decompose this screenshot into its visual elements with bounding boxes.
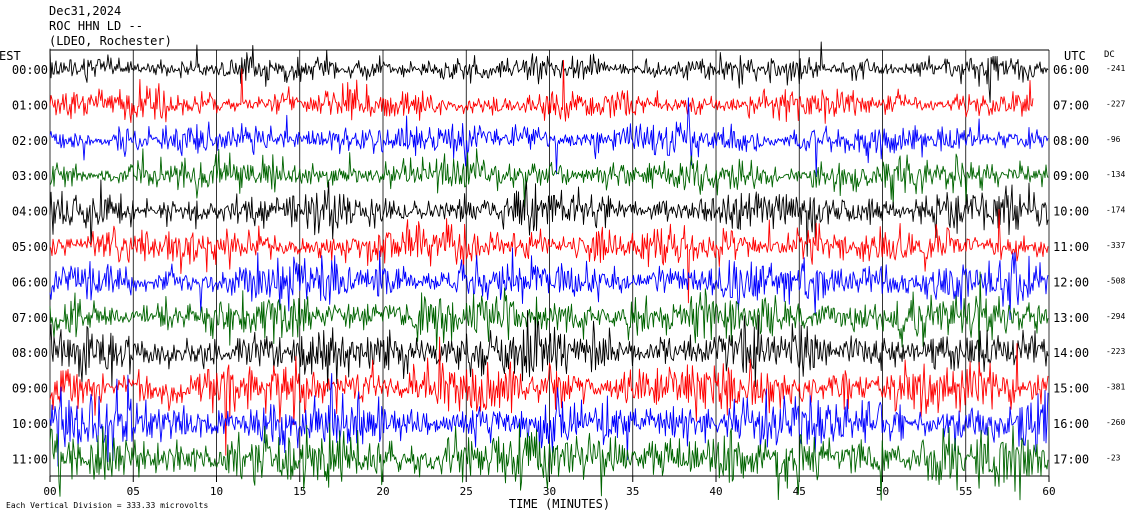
est-row-label: 01:00 <box>12 98 48 112</box>
est-row-label: 10:00 <box>12 417 48 431</box>
est-row-label: 05:00 <box>12 240 48 254</box>
est-row-label: 00:00 <box>12 63 48 77</box>
trace-line <box>49 97 1049 178</box>
x-axis-title: TIME (MINUTES) <box>509 497 610 511</box>
x-tick-label: 20 <box>376 485 389 498</box>
trace-line <box>49 59 1034 124</box>
est-row-label: 07:00 <box>12 311 48 325</box>
trace-line <box>49 179 1049 257</box>
dc-value-label: -23 <box>1106 453 1121 462</box>
est-row-label: 08:00 <box>12 346 48 360</box>
x-tick-label: 50 <box>876 485 889 498</box>
utc-row-label: 13:00 <box>1053 311 1089 325</box>
trace-line <box>49 148 1049 208</box>
trace-line <box>49 41 1049 103</box>
est-row-label: 09:00 <box>12 382 48 396</box>
utc-row-label: 06:00 <box>1053 63 1089 77</box>
dc-value-label: -227 <box>1106 99 1125 108</box>
x-tick-label: 45 <box>793 485 806 498</box>
utc-axis-title: UTC <box>1064 49 1086 63</box>
x-tick-label: 40 <box>709 485 722 498</box>
utc-row-label: 11:00 <box>1053 240 1089 254</box>
trace-line <box>49 336 1049 456</box>
utc-row-label: 12:00 <box>1053 275 1089 289</box>
x-tick-label: 05 <box>127 485 140 498</box>
est-axis-title: EST <box>0 49 21 63</box>
x-tick-label: 25 <box>460 485 473 498</box>
dc-value-label: -337 <box>1106 241 1125 250</box>
x-tick-label: 15 <box>293 485 306 498</box>
dc-value-label: -223 <box>1106 347 1125 356</box>
utc-row-label: 07:00 <box>1053 98 1089 112</box>
utc-row-label: 17:00 <box>1053 452 1089 466</box>
station-label: ROC HHN LD -- <box>49 19 143 33</box>
dc-value-label: -381 <box>1106 383 1125 392</box>
trace-line <box>49 271 1049 351</box>
trace-line <box>49 373 1049 467</box>
est-row-label: 02:00 <box>12 134 48 148</box>
dc-value-label: -134 <box>1106 170 1125 179</box>
utc-row-label: 10:00 <box>1053 205 1089 219</box>
scale-note: Each Vertical Division = 333.33 microvol… <box>6 501 208 510</box>
trace-line <box>49 422 1049 501</box>
est-row-label: 11:00 <box>12 452 48 466</box>
est-row-label: 03:00 <box>12 169 48 183</box>
dc-value-label: -96 <box>1106 135 1121 144</box>
trace-line <box>49 247 1049 321</box>
dc-value-label: -508 <box>1106 276 1125 285</box>
utc-row-label: 15:00 <box>1053 382 1089 396</box>
x-tick-label: 30 <box>543 485 556 498</box>
dc-value-label: -241 <box>1106 64 1125 73</box>
x-tick-label: 55 <box>959 485 972 498</box>
network-label: (LDEO, Rochester) <box>49 34 172 48</box>
dc-axis-title: DC <box>1104 50 1115 60</box>
est-row-label: 04:00 <box>12 205 48 219</box>
trace-line <box>49 309 1049 392</box>
dc-value-label: -294 <box>1106 312 1125 321</box>
utc-row-label: 09:00 <box>1053 169 1089 183</box>
est-row-label: 06:00 <box>12 275 48 289</box>
dc-value-label: -174 <box>1106 206 1125 215</box>
x-tick-label: 10 <box>210 485 223 498</box>
trace-line <box>49 208 1049 304</box>
utc-row-label: 16:00 <box>1053 417 1089 431</box>
dc-value-label: -260 <box>1106 418 1125 427</box>
date-label: Dec31,2024 <box>49 4 122 18</box>
x-tick-label: 00 <box>43 485 56 498</box>
utc-row-label: 08:00 <box>1053 134 1089 148</box>
utc-row-label: 14:00 <box>1053 346 1089 360</box>
x-tick-label: 60 <box>1042 485 1055 498</box>
x-tick-label: 35 <box>626 485 639 498</box>
